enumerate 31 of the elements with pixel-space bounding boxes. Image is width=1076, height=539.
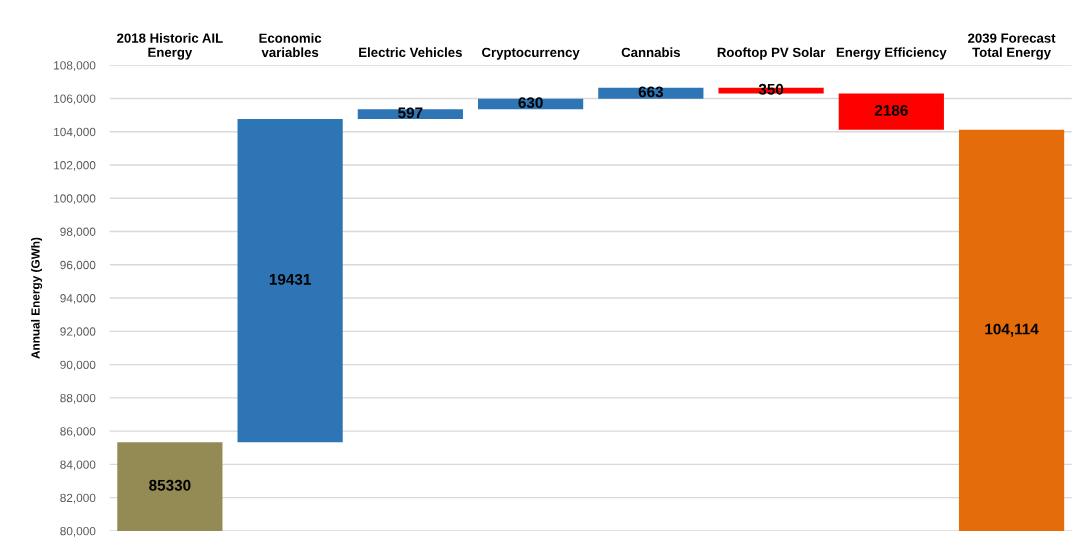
- y-tick-label: 92,000: [60, 327, 96, 338]
- data-label: 19431: [269, 273, 311, 285]
- x-tick-label: Rooftop PV Solar: [717, 47, 826, 60]
- data-label: 2186: [874, 104, 908, 116]
- y-tick-label: 80,000: [60, 526, 96, 537]
- y-tick-label: 94,000: [60, 294, 96, 304]
- y-tick-label: 88,000: [60, 393, 96, 404]
- y-tick-label: 90,000: [60, 360, 96, 371]
- y-tick-label: 102,000: [54, 161, 96, 171]
- data-label: 597: [398, 107, 423, 119]
- y-axis-title: Annual Energy (GWh): [31, 237, 43, 359]
- x-tick-label: Energy Efficiency: [836, 47, 947, 60]
- x-tick-label: Electric Vehicles: [359, 47, 462, 58]
- y-tick-label: 108,000: [54, 61, 96, 72]
- y-tick-label: 100,000: [54, 194, 96, 205]
- data-label: 85330: [149, 479, 191, 491]
- y-tick-label: 86,000: [60, 427, 96, 437]
- y-tick-label: 104,000: [54, 127, 96, 138]
- y-tick-label: 96,000: [60, 260, 96, 271]
- x-tick-label: Cannabis: [621, 47, 680, 58]
- x-tick-label: 2039 Forecast Total Energy: [968, 33, 1056, 60]
- x-tick-label: Economic variables: [259, 33, 322, 58]
- y-tick-label: 82,000: [60, 493, 96, 504]
- data-label: 630: [518, 97, 543, 109]
- x-tick-label: Cryptocurrency: [482, 47, 580, 60]
- y-tick-label: 84,000: [60, 460, 96, 471]
- y-tick-label: 106,000: [54, 94, 96, 105]
- data-label: 663: [638, 86, 664, 98]
- y-tick-label: 98,000: [60, 227, 96, 238]
- x-tick-label: 2018 Historic AIL Energy: [117, 33, 223, 60]
- data-label: 104,114: [985, 323, 1039, 337]
